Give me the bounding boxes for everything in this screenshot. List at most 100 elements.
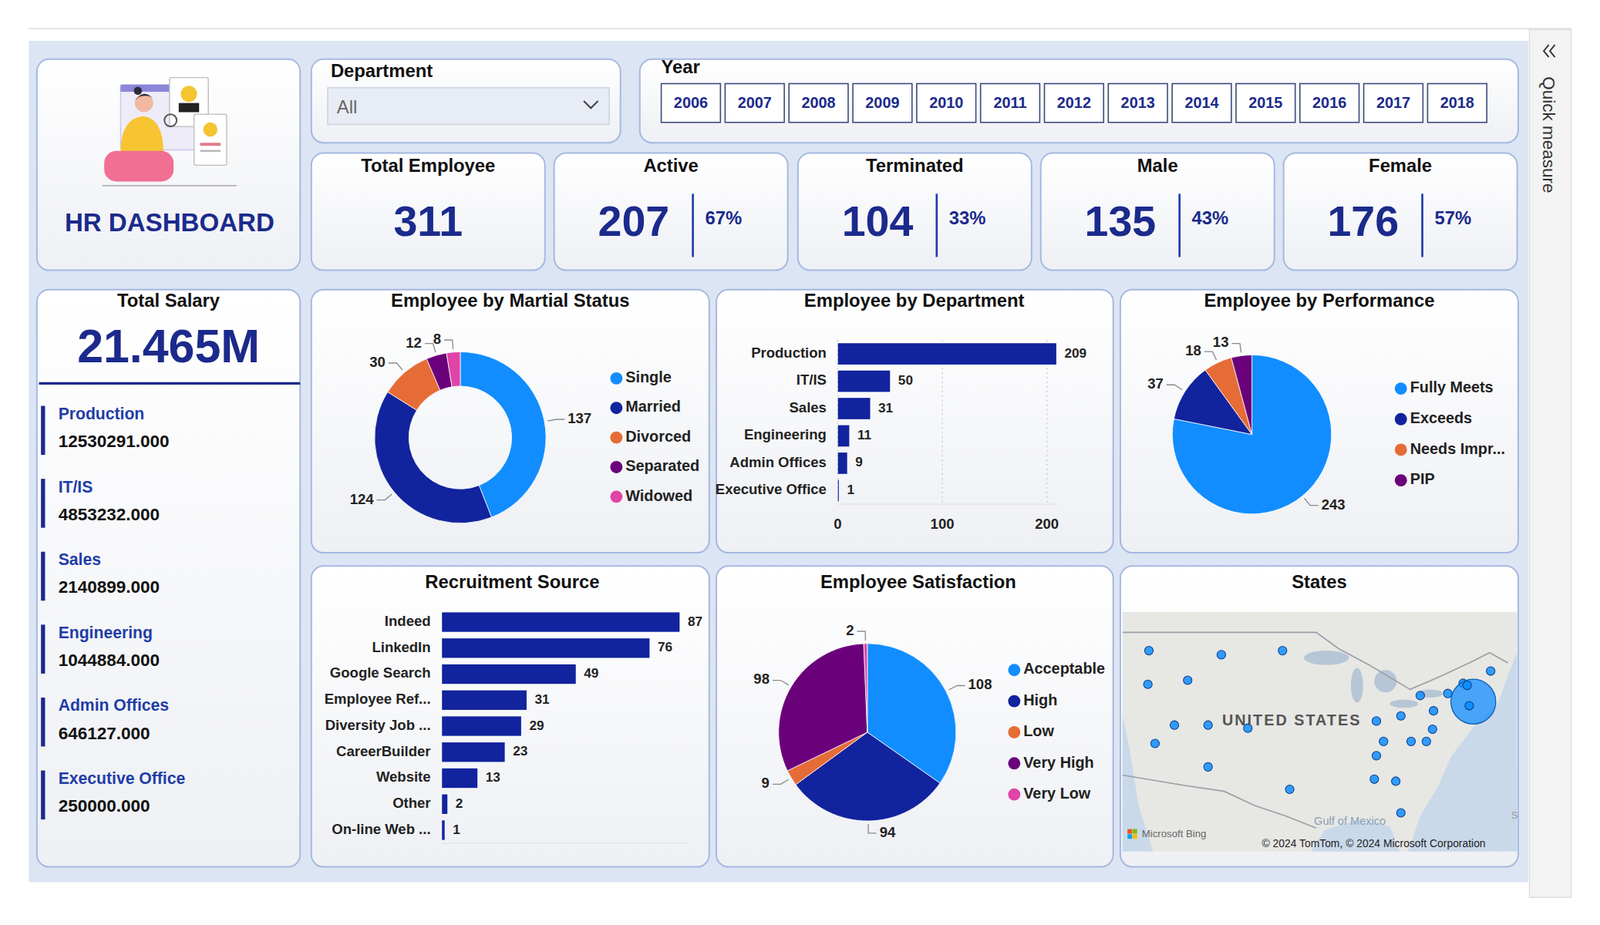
map-dot: [1465, 701, 1474, 711]
dropdown-chevron[interactable]: [583, 101, 599, 108]
bar: [837, 370, 890, 393]
legend-label: PIP: [1410, 470, 1435, 488]
kpi-title: Female: [1368, 154, 1432, 176]
map-lake: [1350, 668, 1364, 704]
legend-swatch: [609, 490, 623, 503]
bar: [441, 716, 522, 736]
year-label: 2016: [1312, 94, 1347, 112]
slice: [374, 391, 492, 523]
collapse-icon[interactable]: [1549, 44, 1556, 58]
legend-label: Very High: [1023, 754, 1094, 772]
map-dot: [1391, 777, 1401, 786]
bar: [837, 480, 839, 502]
legend-swatch: [1007, 695, 1021, 708]
data-label: 13: [485, 769, 501, 785]
illustration: [164, 114, 177, 127]
year-button[interactable]: [1300, 83, 1360, 122]
slice: [863, 643, 868, 733]
kpi-share: 43%: [1192, 207, 1230, 229]
chart-card: [1120, 289, 1519, 553]
data-label: 18: [1185, 342, 1202, 359]
map-dot: [1396, 808, 1405, 818]
leader-line: [868, 824, 877, 834]
data-label: 12: [405, 334, 422, 351]
kpi-value: 311: [393, 197, 463, 246]
salary-card: [37, 289, 300, 868]
map-dot: [1370, 774, 1379, 784]
year-button[interactable]: [661, 83, 721, 122]
leader-line: [388, 363, 403, 371]
year-label: 2018: [1440, 94, 1475, 112]
salary-dept: Production: [58, 404, 145, 423]
year-button[interactable]: [916, 83, 977, 122]
kpi-card: [554, 152, 789, 270]
data-label: 243: [1321, 496, 1346, 513]
salary-divider: [39, 382, 301, 385]
chart-title: Recruitment Source: [424, 571, 600, 593]
map-dot: [1183, 676, 1193, 685]
data-label: 1: [452, 821, 461, 838]
data-label: 23: [512, 743, 528, 759]
year-button[interactable]: [1236, 83, 1296, 122]
map-dot: [1379, 737, 1388, 746]
legend-swatch: [1007, 726, 1021, 739]
salary-accent: [40, 624, 45, 674]
year-label: 2011: [993, 94, 1028, 112]
category-label: Indeed: [384, 613, 432, 630]
year-label: 2009: [865, 94, 900, 112]
data-label: 29: [528, 717, 544, 734]
data-label: 13: [1212, 333, 1230, 351]
year-filter-card: [640, 59, 1519, 143]
year-button[interactable]: [1108, 83, 1168, 122]
axis-line: [837, 503, 1058, 505]
kpi-card: [1040, 152, 1275, 270]
category-label: IT/IS: [796, 371, 827, 388]
map-dot: [1143, 680, 1152, 689]
kpi-value: 207: [598, 197, 671, 246]
bar: [441, 690, 527, 711]
chart-title: Employee by Martial Status: [390, 289, 630, 311]
data-label: 2: [455, 795, 464, 812]
legend-label: Single: [625, 368, 672, 386]
tick-label: 0: [833, 515, 842, 533]
side-panel-label: Quick measure: [1539, 76, 1559, 193]
leader-line: [1231, 343, 1241, 354]
map-dot: [1285, 784, 1294, 794]
legend-swatch: [1007, 757, 1021, 770]
data-label: 137: [567, 410, 592, 427]
data-label: 98: [753, 670, 770, 688]
data-label: 87: [687, 613, 703, 630]
salary-title: Total Salary: [117, 289, 221, 311]
legend-swatch: [1394, 413, 1408, 426]
year-button[interactable]: [980, 83, 1041, 122]
kpi-title: Active: [643, 154, 698, 176]
map-dot: [1150, 739, 1159, 748]
year-button[interactable]: [788, 83, 849, 122]
year-button[interactable]: [1044, 83, 1105, 122]
salary-accent: [40, 552, 45, 602]
illustration: [104, 151, 174, 182]
category-label: Sales: [789, 399, 827, 416]
map-dot: [1371, 751, 1381, 761]
data-label: 30: [369, 353, 386, 371]
bar: [441, 638, 650, 658]
kpi-value: 176: [1327, 197, 1399, 246]
axis-line: [441, 842, 688, 844]
category-label: Employee Ref...: [324, 690, 432, 708]
data-label: 9: [855, 454, 863, 470]
leader-line: [948, 685, 965, 690]
year-button[interactable]: [1172, 83, 1232, 122]
collapse-icon[interactable]: [1543, 44, 1550, 58]
legend-label: Very Low: [1023, 784, 1092, 802]
map-lake: [1389, 700, 1419, 709]
data-label: 9: [761, 774, 770, 792]
data-label: 37: [1147, 375, 1164, 392]
kpi-separator: [1178, 193, 1181, 257]
legend-label: Divorced: [625, 427, 691, 445]
dropdown[interactable]: [327, 87, 610, 125]
year-button[interactable]: [1427, 83, 1487, 122]
year-button[interactable]: [724, 83, 785, 122]
bars: [837, 343, 1056, 502]
year-button[interactable]: [852, 83, 913, 122]
year-button[interactable]: [1364, 83, 1424, 122]
